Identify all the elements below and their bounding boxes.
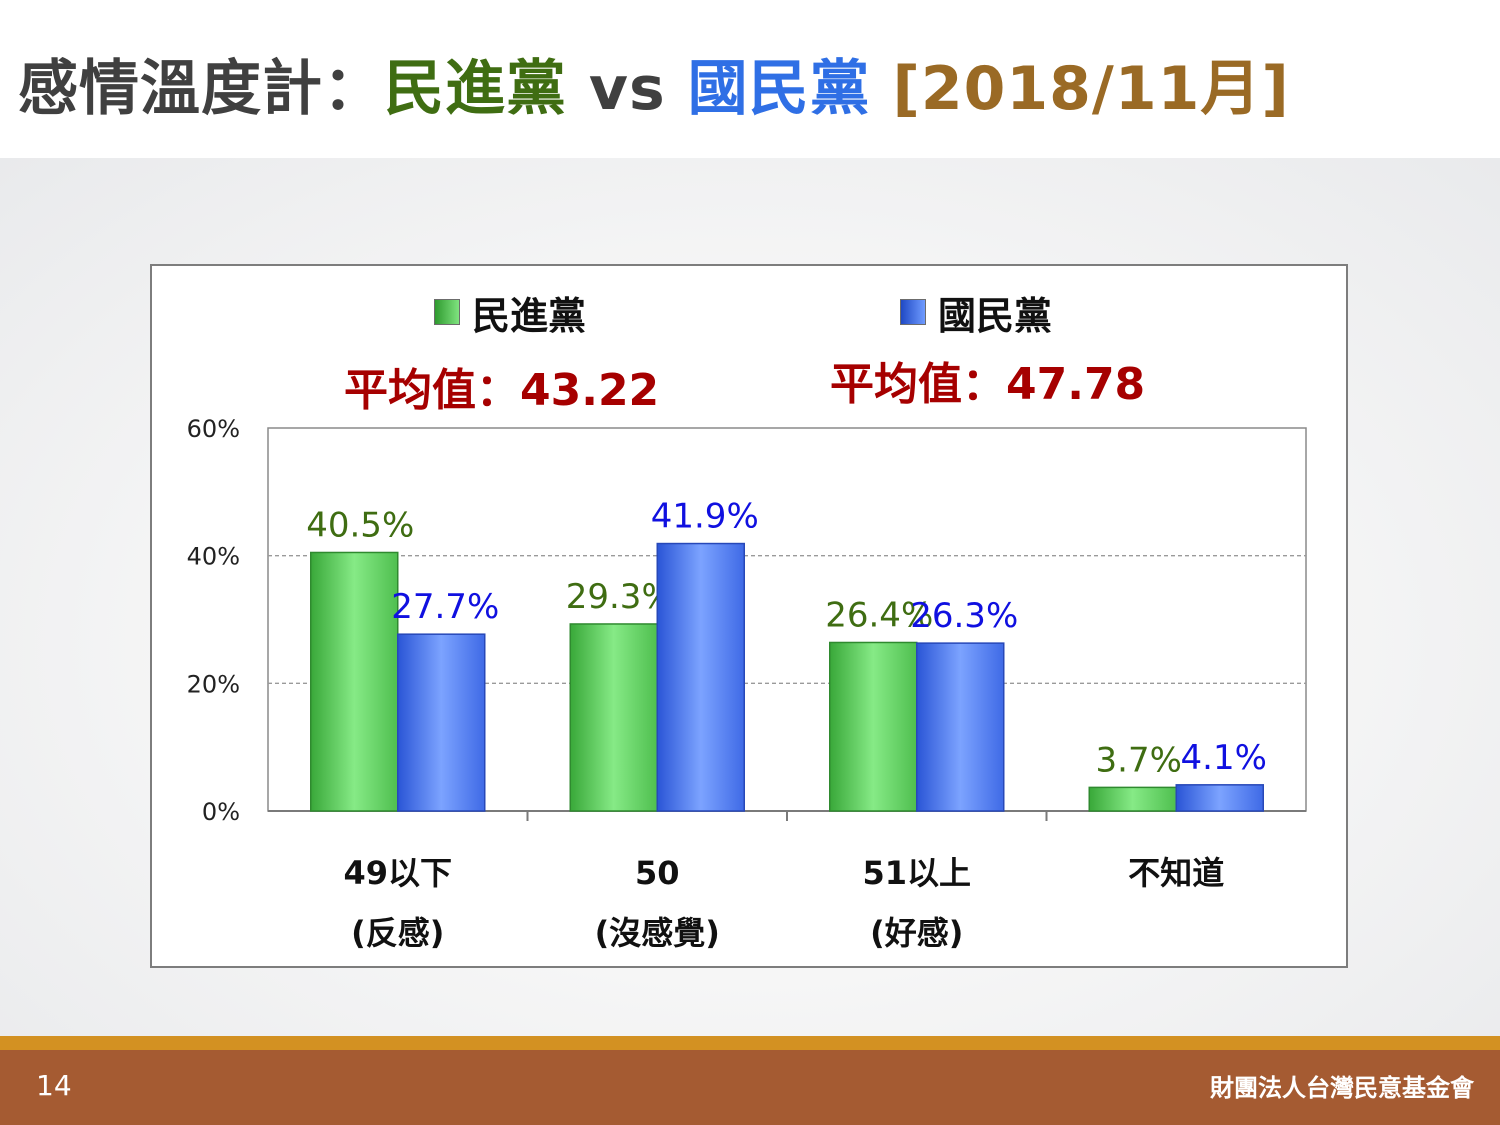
bar-dpp (1088, 786, 1177, 812)
bar-kmt (1175, 784, 1264, 812)
x-category-sublabel: (反感) (351, 914, 444, 952)
data-label-dpp: 29.3% (566, 577, 674, 617)
x-category-label: 51以上 (862, 854, 971, 892)
legend-label-dpp: 民進黨 (472, 293, 587, 338)
bar-kmt (656, 542, 745, 812)
bar-kmt (916, 642, 1005, 812)
data-label-kmt: 26.3% (910, 596, 1018, 636)
data-label-dpp: 40.5% (306, 505, 414, 545)
legend-item-dpp: 民進黨 (434, 290, 586, 338)
title-vs: vs (567, 54, 688, 124)
title-date: [2018/11月] (870, 54, 1290, 124)
bar-dpp (569, 623, 658, 812)
data-label-dpp: 26.4% (825, 595, 933, 635)
average-kmt: 平均值：47.78 (830, 359, 1146, 410)
legend-swatch-kmt (900, 299, 926, 325)
data-label-kmt: 4.1% (1181, 738, 1267, 778)
y-tick-label: 0% (202, 798, 240, 826)
y-tick-label: 20% (187, 670, 240, 698)
data-label-kmt: 41.9% (651, 497, 759, 537)
legend-label-kmt: 國民黨 (938, 293, 1053, 338)
x-category-label: 49以下 (343, 854, 452, 892)
bar-dpp (310, 551, 399, 812)
legend-item-kmt: 國民黨 (900, 290, 1052, 338)
organization-name: 財團法人台灣民意基金會 (1210, 1074, 1474, 1102)
y-tick-label: 60% (187, 415, 240, 443)
x-category-sublabel: (沒感覺) (595, 914, 720, 952)
y-tick-label: 40% (187, 543, 240, 571)
bar-dpp (829, 641, 918, 812)
footer-accent-strip (0, 1036, 1500, 1050)
average-dpp: 平均值：43.22 (344, 365, 660, 416)
x-category-label: 不知道 (1128, 854, 1224, 892)
slide-title: 感情溫度計：民進黨 vs 國民黨 [2018/11月] (18, 40, 1290, 127)
title-prefix: 感情溫度計： (18, 54, 384, 124)
legend-swatch-dpp (434, 299, 460, 325)
page-number: 14 (36, 1069, 72, 1102)
chart-frame (150, 264, 1348, 968)
title-party-dpp: 民進黨 (384, 54, 567, 124)
bar-kmt (397, 633, 486, 812)
footer-bar (0, 1050, 1500, 1125)
title-party-kmt: 國民黨 (687, 54, 871, 124)
x-category-sublabel: (好感) (870, 914, 963, 952)
data-label-kmt: 27.7% (391, 587, 499, 627)
x-category-label: 50 (635, 854, 680, 892)
data-label-dpp: 3.7% (1096, 740, 1182, 780)
